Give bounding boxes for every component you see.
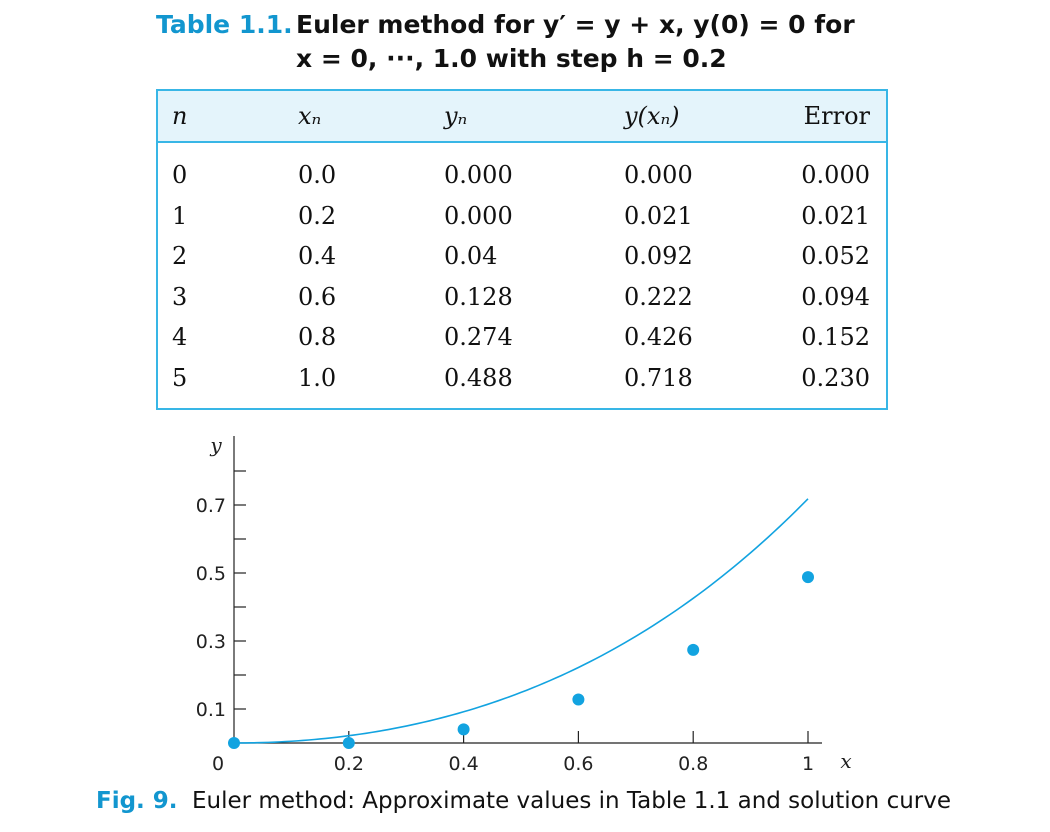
table-row: 0 0.0 0.000 0.000 0.000	[158, 155, 886, 196]
x-tick-label: 0	[212, 753, 224, 775]
figure-caption: Fig. 9. Euler method: Approximate values …	[96, 788, 951, 814]
header-error: Error	[803, 102, 870, 130]
euler-table: n xₙ yₙ y(xₙ) Error 0 0.0 0.000 0.000 0.…	[156, 89, 888, 410]
euler-point	[457, 723, 470, 736]
x-tick-label: 1	[802, 753, 814, 775]
table-title-line1: Euler method for y′ = y + x, y(0) = 0 fo…	[296, 10, 855, 39]
cell-error: 0.021	[801, 201, 870, 230]
cell-yn: 0.488	[444, 363, 513, 392]
header-n: n	[172, 102, 188, 130]
y-tick-label: 0.3	[196, 631, 226, 653]
cell-xn: 0.0	[298, 161, 337, 190]
header-xn: xₙ	[298, 102, 322, 130]
cell-yx: 0.426	[624, 323, 693, 352]
euler-point	[228, 737, 240, 749]
cell-yx: 0.021	[624, 201, 693, 230]
cell-yn: 0.000	[444, 161, 513, 190]
cell-xn: 1.0	[298, 363, 337, 392]
cell-error: 0.000	[801, 161, 870, 190]
header-yx: y(xₙ)	[624, 102, 680, 130]
table-row: 3 0.6 0.128 0.222 0.094	[158, 277, 886, 318]
y-tick-label: 0.5	[196, 563, 226, 585]
table-row: 5 1.0 0.488 0.718 0.230	[158, 358, 886, 399]
cell-error: 0.094	[801, 282, 870, 311]
cell-xn: 0.4	[298, 242, 337, 271]
table-title-line2: x = 0, ···, 1.0 with step h = 0.2	[296, 44, 727, 73]
table-row: 2 0.4 0.04 0.092 0.052	[158, 236, 886, 277]
figure-caption-text: Euler method: Approximate values in Tabl…	[192, 788, 952, 814]
y-tick-label: 0.7	[196, 495, 226, 517]
solution-curve	[233, 498, 809, 744]
cell-xn: 0.2	[298, 201, 337, 230]
cell-yn: 0.04	[444, 242, 498, 271]
euler-point	[687, 643, 700, 656]
cell-error: 0.052	[801, 242, 870, 271]
table-row: 1 0.2 0.000 0.021 0.021	[158, 196, 886, 237]
x-tick-label: 0.8	[678, 753, 708, 775]
cell-xn: 0.6	[298, 282, 337, 311]
cell-yn: 0.000	[444, 201, 513, 230]
cell-n: 0	[172, 161, 188, 190]
cell-n: 5	[172, 363, 188, 392]
euler-point	[572, 693, 585, 706]
cell-yn: 0.274	[444, 323, 513, 352]
x-tick-label: 0.4	[448, 753, 478, 775]
header-yn: yₙ	[444, 102, 468, 130]
cell-n: 2	[172, 242, 188, 271]
cell-error: 0.152	[801, 323, 870, 352]
cell-xn: 0.8	[298, 323, 337, 352]
euler-point	[802, 571, 814, 584]
table-body: 0 0.0 0.000 0.000 0.000 1 0.2 0.000 0.02…	[158, 143, 886, 408]
cell-error: 0.230	[801, 363, 870, 392]
table-header-row: n xₙ yₙ y(xₙ) Error	[158, 91, 886, 143]
x-tick-label: 0.2	[334, 753, 364, 775]
cell-yx: 0.222	[624, 282, 693, 311]
cell-yn: 0.128	[444, 282, 513, 311]
cell-yx: 0.718	[624, 363, 693, 392]
cell-n: 4	[172, 323, 188, 352]
x-tick-label: 0.6	[563, 753, 593, 775]
table-label: Table 1.1.	[156, 10, 293, 39]
cell-yx: 0.000	[624, 161, 693, 190]
figure-label: Fig. 9.	[96, 788, 178, 814]
cell-n: 3	[172, 282, 188, 311]
cell-yx: 0.092	[624, 242, 693, 271]
cell-n: 1	[172, 201, 188, 230]
table-row: 4 0.8 0.274 0.426 0.152	[158, 317, 886, 358]
euler-point	[342, 737, 355, 749]
table-caption: Table 1.1. Euler method for y′ = y + x, y…	[156, 8, 855, 76]
y-axis-label: y	[209, 433, 222, 457]
y-tick-label: 0.1	[196, 699, 226, 721]
x-axis-label: x	[840, 749, 851, 773]
